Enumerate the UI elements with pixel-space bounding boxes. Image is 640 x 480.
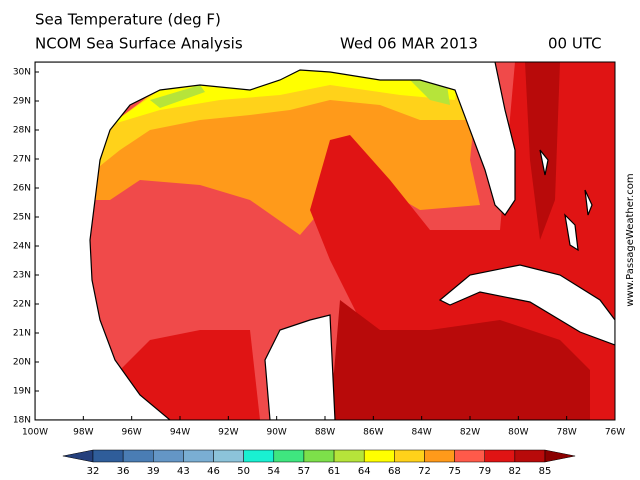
subtitle: NCOM Sea Surface Analysis — [35, 35, 243, 53]
watermark: www.PassageWeather.com — [625, 173, 636, 306]
colorbar-label: 54 — [267, 466, 280, 477]
colorbar-label: 72 — [418, 466, 431, 477]
colorbar-label: 75 — [448, 466, 461, 477]
lon-label: 96W — [121, 428, 141, 438]
colorbar-label: 85 — [539, 466, 552, 477]
map — [35, 62, 615, 420]
colorbar-swatch — [303, 449, 335, 463]
lat-label: 23N — [13, 271, 31, 281]
colorbar-swatch — [213, 449, 244, 463]
lon-label: 90W — [266, 428, 286, 438]
lat-label: 24N — [13, 242, 31, 252]
lat-label: 22N — [13, 300, 31, 310]
lon-label: 94W — [170, 428, 190, 438]
colorbar-label: 43 — [177, 466, 190, 477]
colorbar-label: 61 — [328, 466, 341, 477]
lon-label: 78W — [556, 428, 576, 438]
lat-label: 27N — [13, 155, 31, 165]
colorbar-swatch — [92, 449, 124, 463]
colorbar-label: 32 — [87, 466, 100, 477]
lat-label: 30N — [13, 68, 31, 78]
colorbar-label: 68 — [388, 466, 401, 477]
lat-label: 26N — [13, 184, 31, 194]
lon-label: 98W — [73, 428, 93, 438]
colorbar-swatch — [544, 449, 576, 463]
colorbar-swatch — [62, 449, 94, 463]
colorbar-swatch — [153, 449, 184, 463]
colorbar-label: 46 — [207, 466, 220, 477]
title: Sea Temperature (deg F) — [35, 11, 221, 29]
colorbar-label: 64 — [358, 466, 371, 477]
colorbar-swatch — [333, 449, 365, 463]
lon-label: 76W — [605, 428, 625, 438]
colorbar-swatch — [183, 449, 214, 463]
colorbar-swatch — [363, 449, 395, 463]
lat-label: 28N — [13, 126, 31, 136]
zone-dark-red — [330, 62, 590, 420]
lat-label: 20N — [13, 358, 31, 368]
colorbar-swatch — [243, 449, 275, 463]
colorbar-swatch — [484, 449, 516, 463]
colorbar-label: 39 — [147, 466, 160, 477]
lon-label: 82W — [460, 428, 480, 438]
land — [35, 62, 615, 420]
lat-label: 25N — [13, 213, 31, 223]
colorbar-label: 57 — [298, 466, 311, 477]
lon-label: 86W — [363, 428, 383, 438]
time: 00 UTC — [548, 35, 602, 53]
zone-yellow — [110, 66, 460, 125]
lat-label: 29N — [13, 97, 31, 107]
lon-label: 80W — [508, 428, 528, 438]
colorbar-label: 82 — [508, 466, 521, 477]
colorbar-label: 79 — [478, 466, 491, 477]
colorbar-swatch — [454, 449, 485, 463]
lon-label: 84W — [411, 428, 431, 438]
lon-label: 100W — [22, 428, 48, 438]
colorbar-swatch — [394, 449, 425, 463]
colorbar-label: 36 — [117, 466, 130, 477]
date: Wed 06 MAR 2013 — [340, 35, 478, 53]
colorbar-swatch — [273, 449, 305, 463]
lat-label: 19N — [13, 387, 31, 397]
lat-label: 21N — [13, 329, 31, 339]
colorbar-swatch — [514, 449, 546, 463]
zone-red-bay — [120, 330, 260, 420]
colorbar-swatch — [122, 449, 154, 463]
lon-label: 92W — [218, 428, 238, 438]
colorbar-swatch — [424, 449, 455, 463]
lon-label: 88W — [315, 428, 335, 438]
lat-label: 18N — [13, 416, 31, 426]
colorbar-label: 50 — [237, 466, 250, 477]
